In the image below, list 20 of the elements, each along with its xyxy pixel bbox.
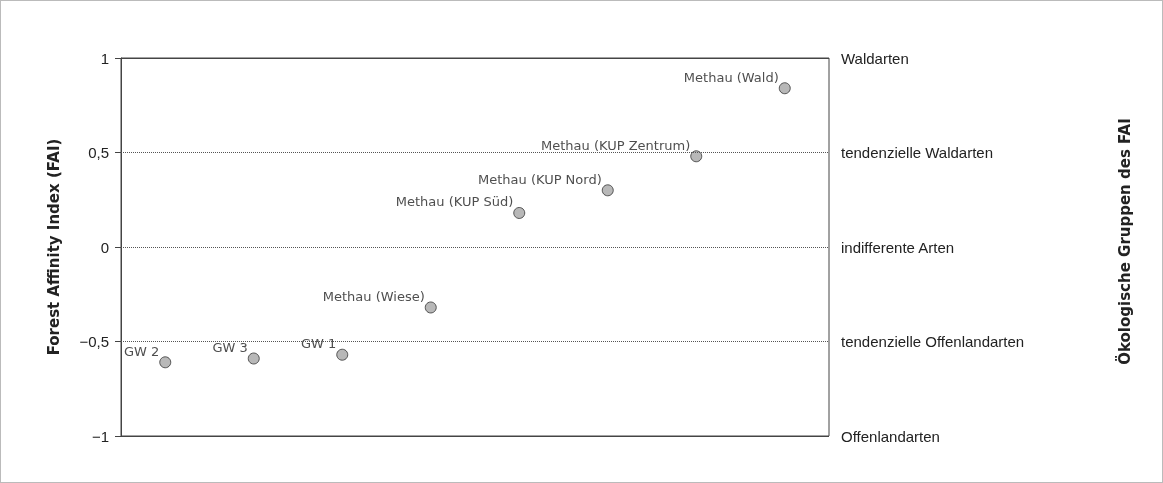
y-tick-label: 1 (100, 49, 109, 67)
annotation: GW 3 (212, 340, 248, 356)
ref-line-label: tendenzielle Waldarten (841, 144, 994, 161)
annotation: GW 2 (123, 343, 160, 359)
y-tick-label: −1 (91, 427, 109, 445)
ref-line-label: tendenzielle Offenlandarten (841, 333, 1025, 350)
annotation: GW 1 (300, 336, 337, 352)
ref-line-label: Waldarten (841, 49, 909, 67)
ref-line-label: Offenlandarten (841, 427, 940, 445)
annotation: Methau (Wiese) (322, 288, 425, 304)
annotation: Methau (Wald) (683, 69, 779, 85)
ref-line-label: indifferente Arten (841, 238, 955, 256)
text: Ökologische Gruppen des FAI (1114, 118, 1134, 365)
annotation: Methau (KUP Nord) (478, 171, 602, 187)
y-tick-label: −0,5 (79, 333, 109, 350)
annotation: Methau (KUP Zentrum) (541, 137, 691, 153)
y-tick-label: 0,5 (88, 144, 109, 161)
y-tick-label: 0 (100, 238, 109, 256)
y-axis-title: Forest Affinity Index (FAI) (44, 138, 63, 356)
annotation: Methau (KUP Süd) (395, 194, 514, 210)
